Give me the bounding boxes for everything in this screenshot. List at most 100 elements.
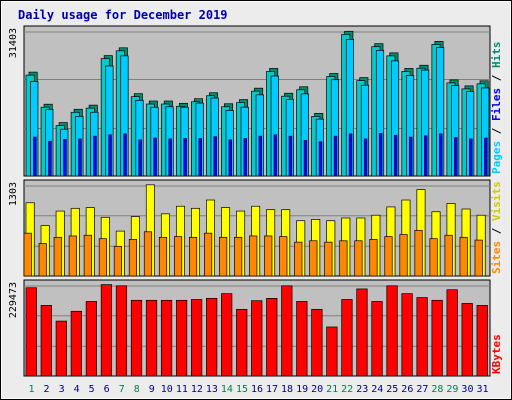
x-axis-label: 22: [341, 384, 353, 395]
kbytes-bar: [416, 297, 428, 377]
sites-bar: [189, 236, 198, 277]
x-axis-label: 23: [356, 384, 368, 395]
sites-bar: [369, 239, 378, 277]
x-axis-label: 30: [461, 384, 473, 395]
pages-bar: [454, 137, 458, 177]
y-max-label-bottom: 229473: [8, 282, 19, 318]
pages-bar: [348, 133, 353, 177]
legend-separator: /: [490, 227, 503, 234]
sites-bar: [279, 236, 288, 277]
kbytes-bar: [341, 299, 353, 377]
bars-bottom: [24, 284, 490, 377]
x-axis-label: 16: [251, 384, 263, 395]
kbytes-bar: [371, 301, 383, 377]
x-axis-label: 8: [134, 384, 140, 395]
x-axis-label: 15: [236, 384, 248, 395]
sites-bar: [68, 235, 77, 277]
legend-middle: Sites / Visits: [490, 181, 503, 274]
legend-hits: Hits: [490, 42, 503, 69]
sites-bar: [234, 236, 243, 277]
pages-bar: [333, 135, 338, 177]
kbytes-bar: [326, 326, 338, 377]
legend-visits: Visits: [490, 181, 503, 221]
x-axis-labels: 1 2 3 4 5 6 7 8 9 10 11 12 13 14 15 16 17 18 19 20 21 22 23 24 2…: [29, 384, 489, 395]
pages-bar: [33, 136, 37, 177]
pages-bar: [198, 138, 202, 177]
kbytes-bar: [175, 299, 188, 377]
kbytes-bar: [55, 320, 67, 377]
pages-bar: [424, 135, 428, 177]
pages-bar: [408, 136, 413, 177]
x-axis-label: 29: [446, 384, 458, 395]
kbytes-bar: [130, 299, 143, 377]
x-axis-label: 24: [371, 384, 383, 395]
sites-bar: [309, 240, 318, 277]
x-axis-label: 21: [326, 384, 338, 395]
sites-bar: [354, 240, 363, 277]
pages-bar: [63, 139, 67, 177]
pages-bar: [138, 139, 142, 177]
kbytes-bar: [25, 287, 37, 377]
x-axis-label: 28: [431, 384, 443, 395]
sites-bar: [324, 241, 333, 277]
x-axis-label: 18: [281, 384, 293, 395]
sites-bar: [83, 234, 92, 277]
kbytes-bar: [401, 293, 413, 377]
sites-bar: [38, 243, 47, 277]
sites-bar: [53, 236, 62, 277]
x-axis-label: 26: [401, 384, 413, 395]
legend-pages: Pages: [490, 141, 503, 174]
kbytes-bar: [40, 305, 52, 377]
kbytes-bar: [296, 301, 308, 377]
kbytes-bar: [145, 299, 158, 377]
x-axis-label: 12: [191, 384, 203, 395]
pages-bar: [363, 138, 368, 177]
legend-sites: Sites: [490, 241, 503, 274]
kbytes-bar: [431, 299, 443, 377]
x-axis-label: 27: [416, 384, 428, 395]
x-axis-label: 2: [44, 384, 50, 395]
kbytes-bar: [446, 289, 458, 377]
x-axis-label: 11: [176, 384, 188, 395]
legend-top: Pages / Files / Hits: [490, 42, 503, 175]
pages-bar: [469, 138, 473, 177]
y-max-label-middle: 1303: [8, 182, 19, 206]
kbytes-bar: [221, 293, 233, 377]
legend-kbytes: KBytes: [490, 334, 503, 374]
x-axis-label: 3: [59, 384, 65, 395]
pages-bar: [153, 137, 157, 177]
kbytes-bar: [206, 297, 218, 377]
sites-bar: [294, 241, 303, 277]
pages-bar: [228, 139, 233, 177]
sites-bar: [444, 234, 453, 277]
pages-bar: [439, 133, 443, 177]
sites-bar: [414, 230, 423, 277]
x-axis-label: 9: [149, 384, 155, 395]
x-axis-label: 14: [221, 384, 233, 395]
kbytes-bar: [236, 308, 248, 377]
x-axis-label: 20: [311, 384, 323, 395]
sites-bar: [249, 235, 258, 277]
x-axis-label: 5: [89, 384, 95, 395]
sites-bar: [339, 240, 348, 277]
kbytes-bar: [70, 310, 82, 377]
pages-bar: [258, 135, 263, 177]
pages-bar: [123, 133, 127, 177]
pages-bar: [213, 136, 217, 177]
pages-bar: [318, 141, 323, 177]
x-axis-label: 10: [161, 384, 173, 395]
pages-bar: [48, 140, 52, 177]
pages-bar: [243, 138, 248, 177]
pages-bar: [108, 134, 112, 177]
sites-bar: [128, 239, 138, 277]
kbytes-bar: [251, 300, 263, 377]
x-axis-label: 6: [104, 384, 110, 395]
sites-bar: [474, 239, 483, 277]
legend-separator: /: [490, 127, 503, 134]
sites-bar: [98, 238, 107, 277]
sites-bar: [158, 236, 168, 277]
kbytes-bar: [461, 303, 473, 377]
